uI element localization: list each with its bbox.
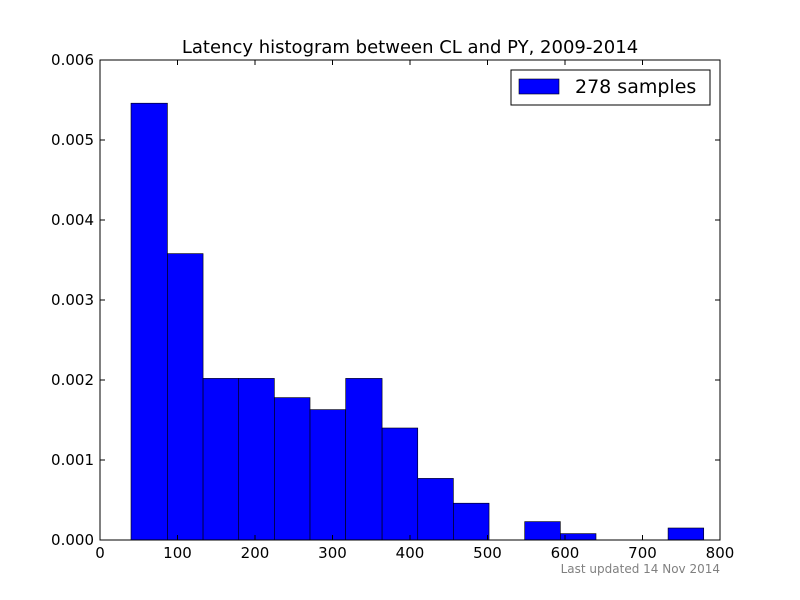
legend: 278 samples [510, 69, 711, 106]
x-tick-label: 0 [95, 544, 105, 562]
y-tick-label: 0.005 [51, 131, 94, 149]
histogram-bar-9 [453, 502, 490, 541]
y-tick-label: 0.000 [51, 531, 94, 549]
y-tick-label: 0.004 [51, 211, 94, 229]
histogram-bar-6 [345, 378, 383, 541]
histogram-bar-3 [238, 378, 275, 541]
x-tick-label: 300 [318, 544, 347, 562]
histogram-bar-2 [202, 378, 240, 541]
legend-swatch [518, 78, 560, 95]
histogram-bar-7 [381, 427, 419, 541]
y-axis: 0.000 0.001 0.002 0.003 0.004 0.005 0.006 [51, 51, 720, 549]
x-tick-label: 800 [706, 544, 735, 562]
bars-group [130, 102, 705, 541]
x-tick-label: 100 [163, 544, 192, 562]
histogram-bar-5 [309, 409, 346, 541]
y-tick-label: 0.002 [51, 371, 94, 389]
x-tick-label: 400 [396, 544, 425, 562]
x-tick-label: 500 [473, 544, 502, 562]
histogram-bar-1 [167, 253, 204, 541]
histogram-bar-8 [417, 478, 454, 541]
histogram-bar-11 [524, 521, 561, 541]
legend-label: 278 samples [575, 76, 696, 98]
x-axis: 0 100 200 300 400 500 600 700 800 [95, 60, 734, 562]
y-tick-label: 0.006 [51, 51, 94, 69]
histogram-bar-0 [130, 102, 168, 541]
last-updated-note: Last updated 14 Nov 2014 [560, 562, 720, 576]
chart-title: Latency histogram between CL and PY, 200… [182, 37, 638, 58]
x-tick-label: 200 [241, 544, 270, 562]
x-tick-label: 700 [628, 544, 657, 562]
histogram-bar-15 [667, 527, 705, 541]
histogram-bar-12 [560, 533, 597, 541]
histogram-bar-4 [274, 397, 311, 541]
y-tick-label: 0.003 [51, 291, 94, 309]
x-tick-label: 600 [551, 544, 580, 562]
y-tick-label: 0.001 [51, 451, 94, 469]
